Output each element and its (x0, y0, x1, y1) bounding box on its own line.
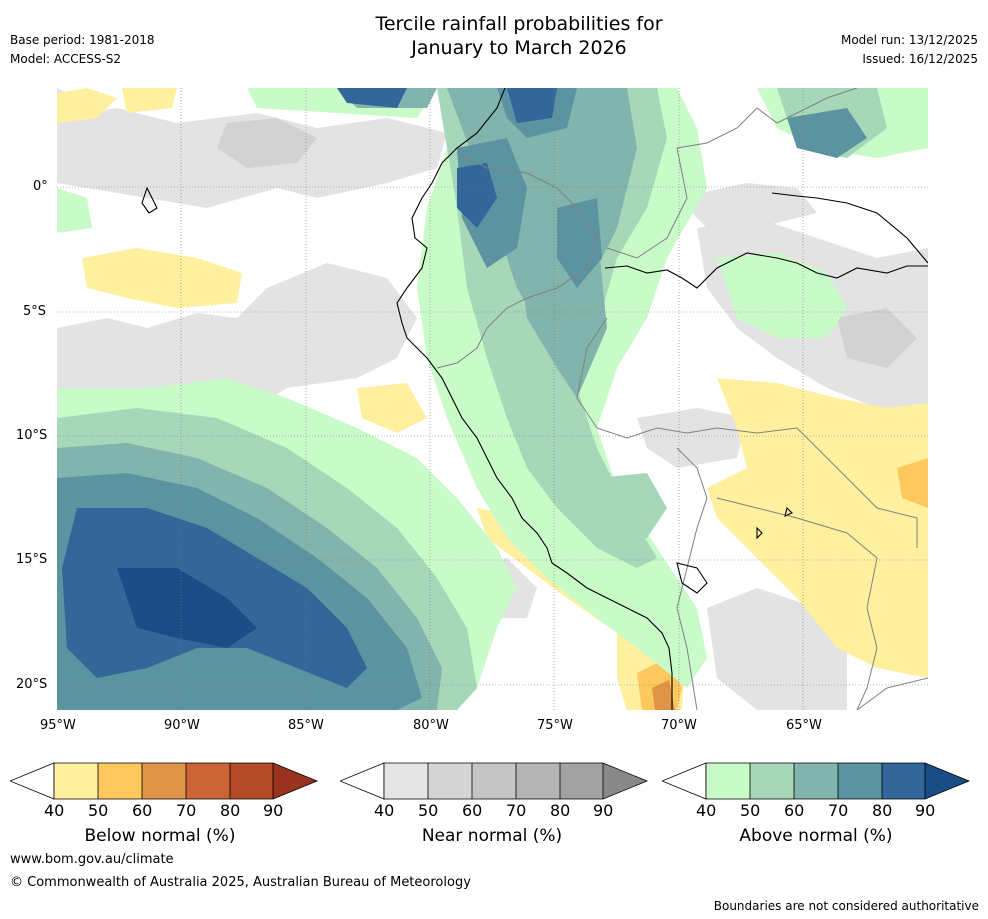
disclaimer-text: Boundaries are not considered authoritat… (713, 899, 979, 913)
base-period-text: Base period: 1981-2018 (10, 33, 155, 47)
above-tick-80: 80 (872, 801, 893, 820)
near-normal-colorbar-outline (383, 762, 649, 800)
lat-label-20s: 20°S (16, 677, 48, 692)
above-tick-60: 60 (784, 801, 805, 820)
map-grid (57, 88, 928, 710)
lat-label-5s: 5°S (23, 304, 47, 319)
rainfall-probability-map (57, 88, 928, 710)
above-normal-colorbar (662, 762, 971, 800)
below-tick-70: 70 (176, 801, 197, 820)
below-normal-swatch-80 (230, 763, 273, 799)
below-normal-swatch-90 (273, 763, 317, 799)
above-normal-swatch-40 (706, 763, 750, 799)
above-normal-label: Above normal (%) (739, 826, 893, 846)
lon-label-95w: 95°W (40, 718, 76, 733)
lon-label-80w: 80°W (413, 718, 449, 733)
near-tick-50: 50 (418, 801, 439, 820)
above-normal-swatch-70 (838, 763, 882, 799)
lat-label-0: 0° (33, 179, 48, 194)
near-tick-90: 90 (593, 801, 614, 820)
lon-label-90w: 90°W (164, 718, 200, 733)
below-normal-swatch-40 (54, 763, 98, 799)
below-tick-80: 80 (220, 801, 241, 820)
below-normal-swatch-50 (98, 763, 142, 799)
below-tick-90: 90 (263, 801, 284, 820)
lat-label-15s: 15°S (16, 552, 48, 567)
near-normal-swatch-70 (516, 763, 560, 799)
near-tick-60: 60 (462, 801, 483, 820)
near-tick-80: 80 (550, 801, 571, 820)
lon-label-70w: 70°W (661, 718, 697, 733)
above-tick-40: 40 (696, 801, 717, 820)
above-normal-swatch-90 (925, 763, 969, 799)
lon-label-75w: 75°W (537, 718, 573, 733)
near-normal-swatch-60 (472, 763, 516, 799)
above-normal-colorbar-outline (705, 762, 971, 800)
above-normal-swatch-80 (882, 763, 925, 799)
model-run-text: Model run: 13/12/2025 (840, 33, 978, 47)
lat-label-10s: 10°S (16, 428, 48, 443)
below-tick-60: 60 (132, 801, 153, 820)
title-line-2: January to March 2026 (411, 37, 627, 59)
coastlines (141, 88, 928, 710)
page-title: Tercile rainfall probabilities for Janua… (294, 12, 744, 60)
below-tick-50: 50 (88, 801, 109, 820)
title-line-1: Tercile rainfall probabilities for (375, 13, 663, 35)
near-normal-swatch-under (340, 762, 385, 800)
website-link[interactable]: www.bom.gov.au/climate (10, 852, 174, 867)
near-normal-swatch-40 (384, 763, 428, 799)
below-normal-swatch-60 (142, 763, 186, 799)
below-normal-colorbar-outline (53, 762, 319, 800)
near-normal-colorbar (340, 762, 649, 800)
model-text: Model: ACCESS-S2 (10, 52, 122, 66)
issued-text: Issued: 16/12/2025 (862, 52, 978, 66)
near-tick-70: 70 (506, 801, 527, 820)
above-normal-swatch-under (662, 762, 707, 800)
near-normal-swatch-50 (428, 763, 472, 799)
copyright-text: © Commonwealth of Australia 2025, Austra… (10, 875, 471, 890)
above-tick-70: 70 (828, 801, 849, 820)
below-normal-swatch-under (10, 762, 55, 800)
lon-label-65w: 65°W (786, 718, 822, 733)
above-tick-50: 50 (740, 801, 761, 820)
below-normal-colorbar (10, 762, 319, 800)
lon-label-85w: 85°W (288, 718, 324, 733)
above-normal-swatch-50 (750, 763, 794, 799)
near-normal-50-regions (217, 118, 917, 368)
above-normal-regions (57, 88, 928, 710)
near-tick-40: 40 (374, 801, 395, 820)
above-normal-swatch-60 (794, 763, 838, 799)
below-normal-swatch-70 (186, 763, 230, 799)
below-tick-40: 40 (44, 801, 65, 820)
above-tick-90: 90 (915, 801, 936, 820)
country-borders (436, 88, 928, 710)
near-normal-swatch-80 (560, 763, 603, 799)
near-normal-label: Near normal (%) (421, 826, 563, 846)
near-normal-swatch-90 (603, 763, 647, 799)
below-normal-label: Below normal (%) (84, 826, 236, 846)
